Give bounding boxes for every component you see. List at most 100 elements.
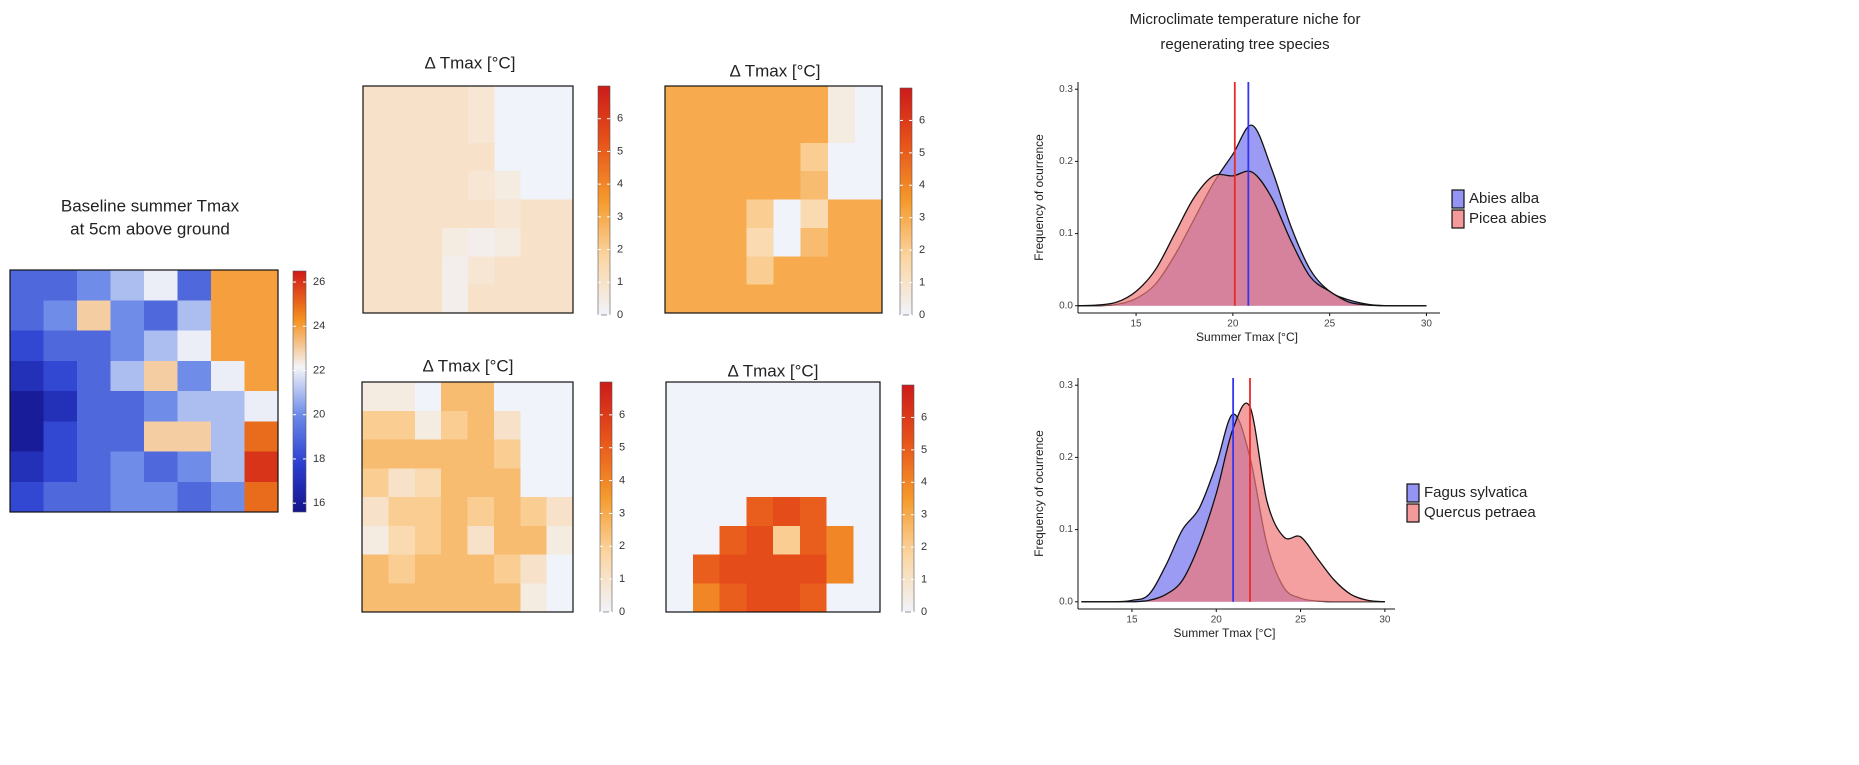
raster-cell [773, 583, 801, 613]
raster-cell [800, 256, 829, 286]
raster-cell [144, 421, 178, 452]
raster-cell [144, 360, 178, 392]
y-tick-label: 0.0 [1059, 596, 1073, 607]
raster-cell [211, 421, 245, 452]
raster-cell [77, 481, 111, 513]
colorbar-label: 0 [619, 606, 625, 618]
raster-cell [388, 525, 416, 555]
raster-cell [773, 439, 801, 469]
raster-cell [468, 284, 495, 314]
colorbar-label: 18 [313, 453, 325, 465]
raster-cell [719, 382, 747, 412]
raster-cell [467, 554, 495, 584]
x-tick-label: 15 [1131, 319, 1143, 330]
raster-cell [827, 227, 856, 257]
x-tick-label: 30 [1421, 319, 1433, 330]
colorbar-label: 2 [921, 541, 927, 553]
colorbar-label: 6 [921, 411, 927, 423]
raster-cell [10, 481, 44, 513]
raster-cell [719, 497, 747, 527]
colorbar-label: 5 [919, 147, 925, 159]
raster-cell [10, 421, 44, 452]
raster-cell [244, 300, 279, 331]
raster-cell [441, 439, 468, 469]
map-frame [664, 85, 883, 314]
raster-cell [414, 525, 442, 555]
colorbar-label: 2 [617, 243, 623, 255]
raster-cell [546, 227, 574, 257]
raster-cell [800, 114, 829, 144]
map-frame [361, 381, 574, 613]
raster-cell [362, 497, 389, 527]
raster-cell [719, 142, 747, 172]
raster-cell [799, 439, 827, 469]
raster-cell [467, 439, 495, 469]
raster-cell [414, 554, 442, 584]
colorbar-label: 0 [617, 309, 623, 321]
raster-cell [826, 382, 854, 412]
raster-cell [666, 554, 694, 584]
raster-cell [666, 382, 694, 412]
raster-cell [800, 171, 829, 200]
raster-cell [362, 382, 389, 412]
raster-cell [77, 391, 111, 422]
colorbar-label: 6 [619, 409, 625, 421]
density-line [1077, 170, 1427, 307]
raster-cell [773, 554, 801, 584]
raster-cell [827, 171, 856, 200]
raster-cell [77, 270, 111, 301]
raster-cell [363, 284, 390, 314]
raster-cell [746, 583, 774, 613]
raster-cell [211, 391, 245, 422]
raster-cell [853, 525, 881, 555]
raster-cell [43, 481, 78, 513]
raster-cell [800, 86, 829, 115]
raster-cell [854, 171, 883, 200]
raster-cell [144, 300, 178, 331]
raster-cell [144, 391, 178, 422]
raster-cell [441, 171, 469, 200]
raster-cell [415, 114, 443, 144]
raster-cell [414, 468, 442, 498]
raster-cell [520, 382, 548, 412]
raster-cell [211, 451, 245, 483]
raster-cell [773, 382, 801, 412]
chart-title: Microclimate temperature niche for [1130, 11, 1361, 28]
raster-cell [211, 481, 245, 513]
raster-cell [244, 421, 279, 452]
raster-cell [692, 284, 720, 314]
legend-label: Quercus petraea [1424, 504, 1536, 521]
raster-cell [389, 171, 416, 200]
raster-cell [389, 284, 416, 314]
x-tick-label: 30 [1379, 615, 1391, 626]
raster-cell [746, 497, 774, 527]
raster-cell [389, 86, 416, 115]
raster-cell [520, 114, 548, 144]
raster-cell [827, 284, 856, 314]
raster-cell [441, 410, 468, 440]
raster-cell [10, 451, 44, 483]
chart-title: Δ Tmax [°C] [728, 361, 819, 380]
y-tick-label: 0.2 [1059, 452, 1073, 463]
raster-cell [746, 554, 774, 584]
raster-cell [826, 525, 854, 555]
raster-cell [853, 497, 881, 527]
y-tick-label: 0.0 [1059, 300, 1073, 311]
raster-cell [546, 410, 574, 440]
raster-cell [546, 284, 574, 314]
raster-cell [468, 227, 495, 257]
colorbar-label: 5 [921, 444, 927, 456]
raster-cell [467, 497, 495, 527]
raster-cell [799, 583, 827, 613]
colorbar [292, 270, 307, 513]
map-frame [362, 85, 574, 314]
raster-cell [441, 86, 469, 115]
raster-cell [362, 439, 389, 469]
raster-cell [666, 525, 694, 555]
raster-cell [415, 284, 443, 314]
raster-cell [414, 439, 442, 469]
colorbar-label: 2 [619, 540, 625, 552]
legend-label: Picea abies [1469, 210, 1547, 227]
raster-cell [719, 199, 747, 229]
raster-cell [493, 439, 521, 469]
